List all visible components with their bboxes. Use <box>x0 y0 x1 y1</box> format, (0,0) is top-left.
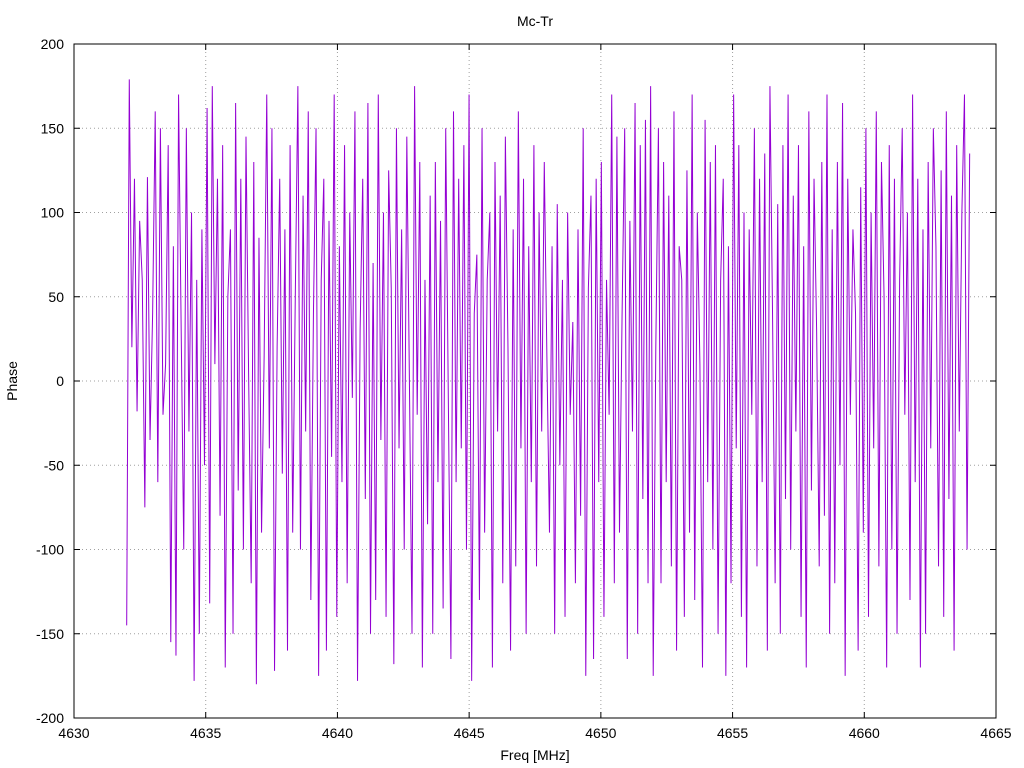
y-tick-label: -100 <box>36 542 64 558</box>
chart-title: Mc-Tr <box>517 13 553 29</box>
y-tick-label: 150 <box>41 120 65 136</box>
series-layer <box>126 79 971 685</box>
x-tick-label: 4660 <box>849 725 880 741</box>
x-tick-label: 4650 <box>585 725 616 741</box>
y-axis-label: Phase <box>4 361 20 401</box>
x-axis-label: Freq [MHz] <box>500 747 569 763</box>
y-tick-label: 50 <box>48 289 64 305</box>
y-tick-label: 100 <box>41 205 65 221</box>
axis-ticks <box>73 43 997 719</box>
y-tick-label: -50 <box>44 457 64 473</box>
tick-labels: 4630 4635 4640 4645 4650 4655 4660 4665 -200 -150… <box>36 36 1012 741</box>
x-tick-label: 4630 <box>58 725 89 741</box>
x-tick-label: 4640 <box>322 725 353 741</box>
x-tick-label: 4655 <box>717 725 748 741</box>
y-tick-label: -200 <box>36 710 64 726</box>
x-tick-label: 4635 <box>190 725 221 741</box>
phase-series-line <box>126 79 971 685</box>
x-tick-label: 4645 <box>454 725 485 741</box>
y-tick-label: 200 <box>41 36 65 52</box>
y-tick-label: -150 <box>36 626 64 642</box>
y-tick-label: 0 <box>56 373 64 389</box>
x-tick-label: 4665 <box>980 725 1011 741</box>
